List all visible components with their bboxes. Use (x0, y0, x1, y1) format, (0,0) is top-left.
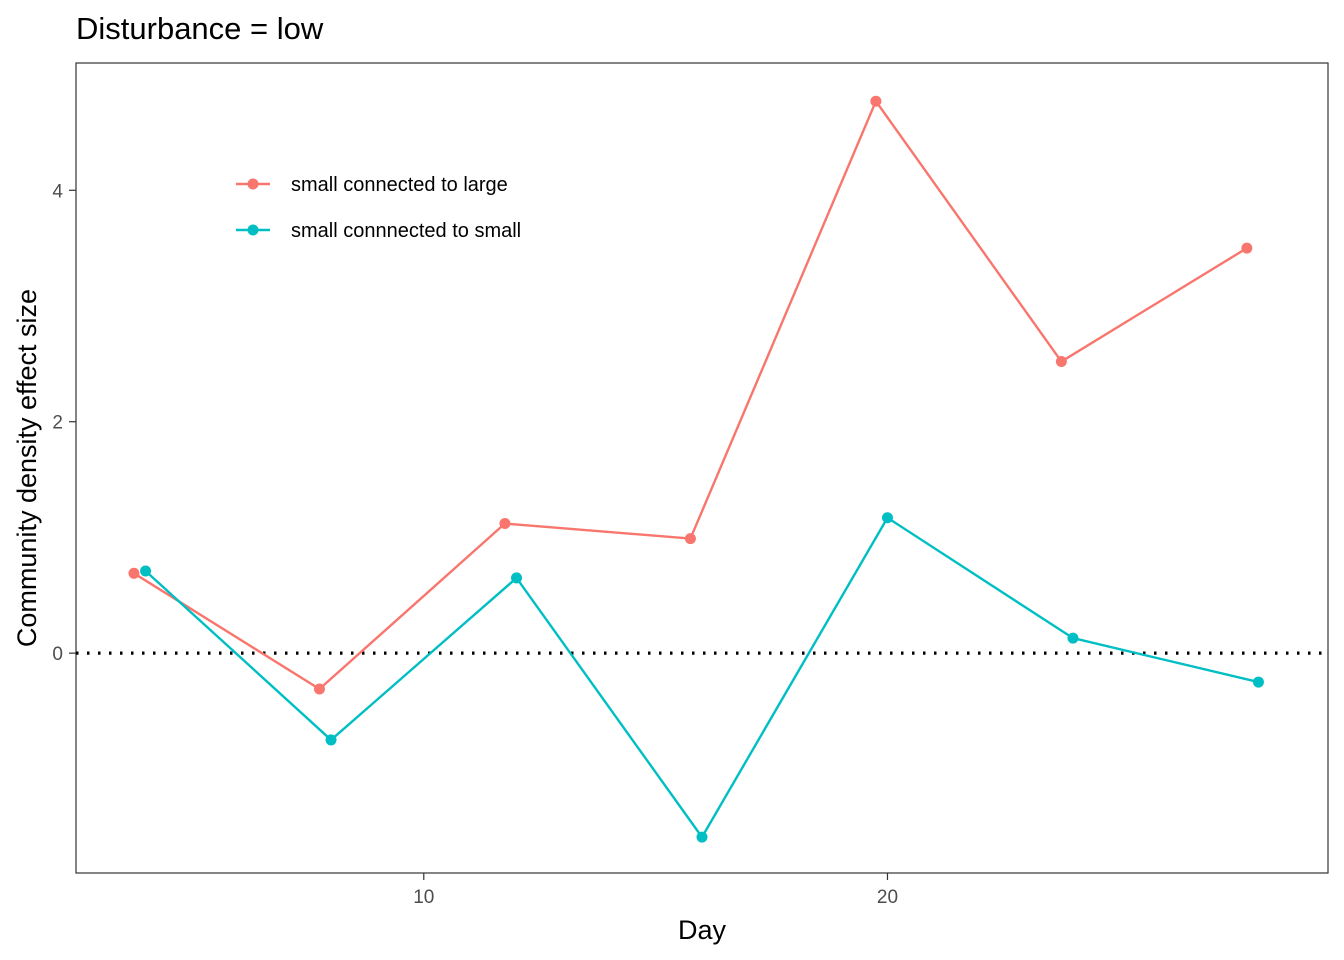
x-tick-label: 10 (413, 887, 434, 908)
data-point-series-2 (881, 512, 893, 524)
y-tick-label: 0 (52, 644, 63, 665)
x-axis-title: Day (678, 915, 727, 945)
legend-label: small connnected to small (291, 220, 521, 242)
data-point-series-1 (1241, 242, 1253, 254)
data-point-series-2 (1067, 632, 1079, 644)
data-point-series-2 (511, 572, 523, 584)
data-point-series-2 (696, 831, 708, 843)
data-point-series-1 (313, 683, 325, 695)
data-point-series-1 (1055, 356, 1067, 368)
legend: small connected to large small connnected… (236, 174, 521, 242)
series-layer (128, 95, 1264, 843)
plot-panel (75, 62, 1329, 874)
data-point-series-2 (325, 734, 337, 746)
data-point-series-1 (684, 533, 696, 545)
data-point-series-1 (499, 518, 511, 530)
y-tick-label: 4 (52, 181, 63, 202)
legend-key-point (247, 178, 259, 190)
legend-key-point (247, 224, 259, 236)
y-tick-label: 2 (52, 413, 63, 434)
data-point-series-1 (128, 567, 140, 579)
x-tick-label: 20 (877, 887, 898, 908)
data-point-series-2 (140, 565, 152, 577)
data-point-series-1 (870, 95, 882, 107)
chart-title: Disturbance = low (76, 11, 324, 46)
legend-label: small connected to large (291, 174, 508, 196)
y-axis-title: Community density effect size (12, 289, 42, 647)
data-point-series-2 (1252, 676, 1264, 688)
axis-layer: 10 20 0 2 4 (52, 181, 898, 908)
